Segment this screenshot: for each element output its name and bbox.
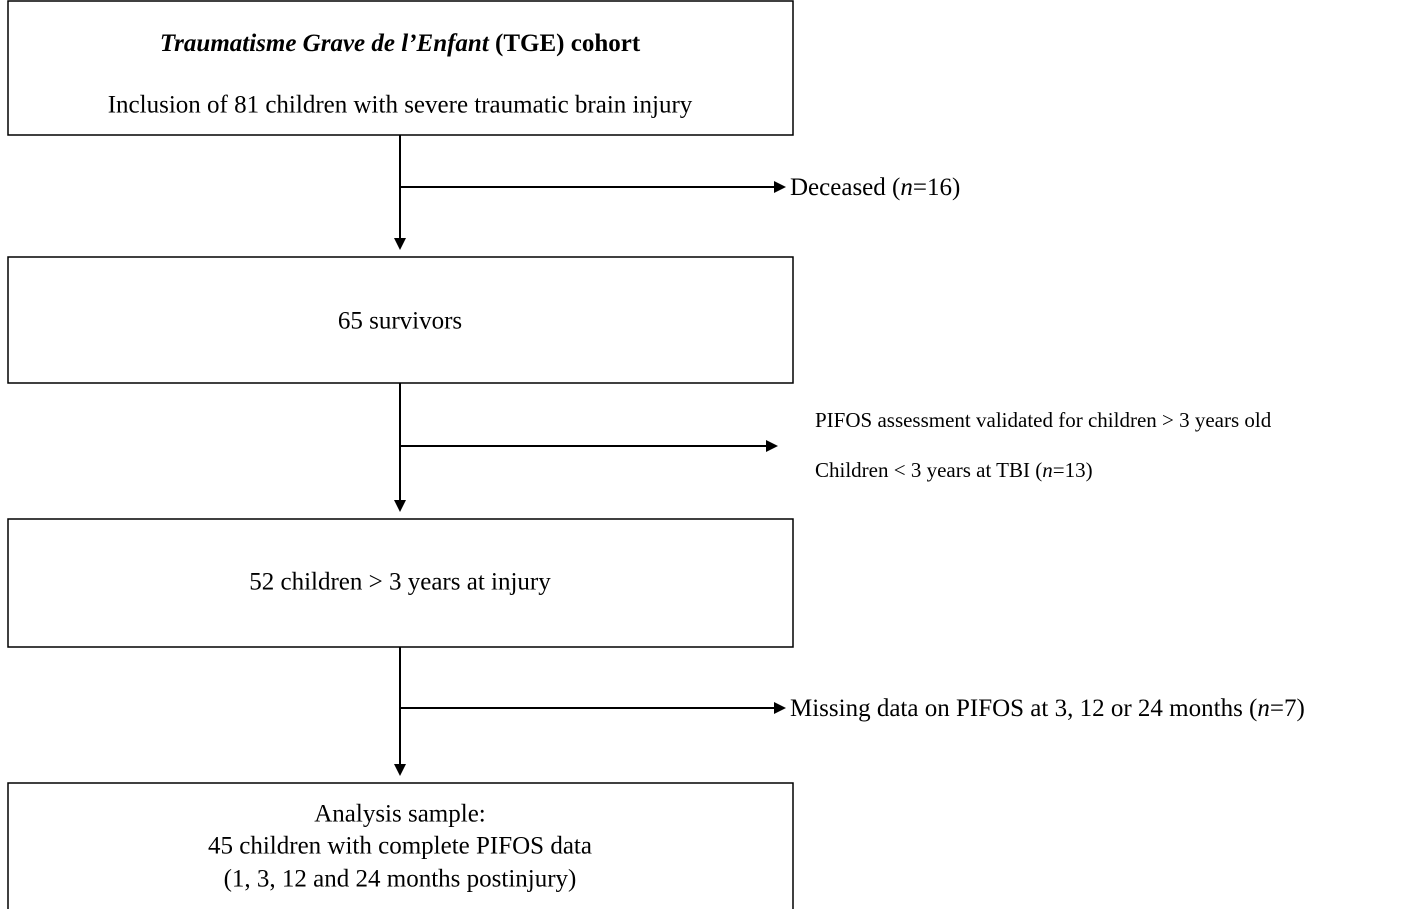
box-label: (1, 3, 12 and 24 months postinjury) [224,866,577,893]
box-label: 52 children > 3 years at injury [249,569,551,596]
box-label: Inclusion of 81 children with severe tra… [108,92,693,119]
box [7,0,794,136]
box-title: Traumatisme Grave de l’Enfant (TGE) coho… [160,30,641,57]
part: n [900,174,913,201]
part: Children < 3 years at TBI ( [815,458,1042,482]
part: =16) [913,174,960,201]
exclusion-label: Children < 3 years at TBI (n=13) [815,458,1093,482]
title-bold: (TGE) cohort [489,30,641,57]
box-label: 45 children with complete PIFOS data [208,833,592,860]
exclusion-label: Missing data on PIFOS at 3, 12 or 24 mon… [790,695,1305,722]
exclusion-note: PIFOS assessment validated for children … [815,408,1272,432]
arrowhead [394,500,406,512]
arrowhead [774,181,786,193]
box [7,518,794,648]
arrowhead [774,702,786,714]
part: Deceased ( [790,174,900,201]
arrowhead [394,238,406,250]
exclusion-label: Deceased (n=16) [790,174,960,201]
part: Missing data on PIFOS at 3, 12 or 24 mon… [790,695,1257,722]
arrowhead [394,764,406,776]
box-label: Analysis sample: [314,801,486,828]
part: n [1042,458,1053,482]
title-italic: Traumatisme Grave de l’Enfant [160,30,490,57]
arrowhead [766,440,778,452]
part: =7) [1270,695,1305,722]
box [7,782,794,909]
box-label: 65 survivors [338,308,462,335]
box [7,256,794,384]
part: n [1257,695,1270,722]
part: =13) [1053,458,1093,482]
